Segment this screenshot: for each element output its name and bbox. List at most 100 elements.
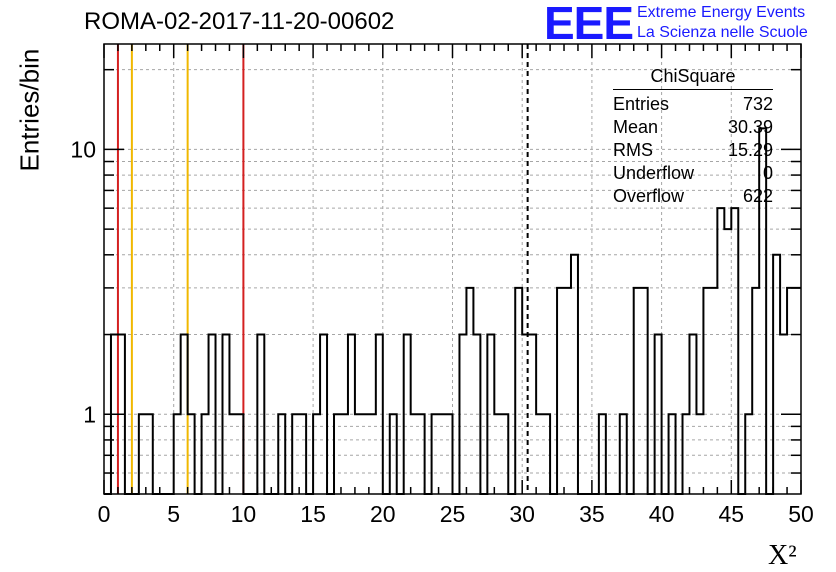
stats-value: 15.29 bbox=[727, 140, 773, 160]
histogram-bin bbox=[515, 288, 522, 494]
chart-title: ROMA-02-2017-11-20-00602 bbox=[84, 8, 395, 35]
histogram-bin bbox=[376, 335, 383, 494]
y-tick-label: 1 bbox=[83, 401, 96, 427]
histogram-bin bbox=[390, 414, 397, 494]
histogram-bin bbox=[404, 335, 411, 494]
stats-value: 622 bbox=[742, 186, 773, 206]
histogram-bin bbox=[299, 414, 306, 494]
histogram-bin bbox=[689, 335, 696, 494]
y-axis-label: Entries/bin bbox=[14, 48, 45, 172]
histogram-bin bbox=[181, 335, 188, 494]
histogram-bin bbox=[501, 414, 508, 494]
histogram-bin bbox=[209, 335, 216, 494]
histogram-bin bbox=[459, 335, 466, 494]
stats-title: ChiSquare bbox=[613, 66, 773, 90]
y-tick-label: 10 bbox=[70, 136, 96, 162]
histogram-bin bbox=[439, 414, 446, 494]
histogram-bin bbox=[418, 414, 425, 494]
x-tick-label: 15 bbox=[300, 501, 326, 527]
histogram-bin bbox=[229, 414, 236, 494]
x-tick-label: 0 bbox=[98, 501, 111, 527]
histogram-bin bbox=[341, 414, 348, 494]
stats-label: Overflow bbox=[613, 186, 685, 206]
histogram-bin bbox=[257, 335, 264, 494]
stats-row: RMS 15.29 bbox=[613, 140, 773, 163]
logo-subtitle-line2: La Scienza nelle Scuole bbox=[637, 24, 808, 41]
stats-box: ChiSquare Entries 732 Mean 30.39 RMS 15.29 … bbox=[613, 66, 773, 209]
histogram-bin bbox=[655, 335, 662, 494]
histogram-bin bbox=[446, 414, 453, 494]
histogram-bin bbox=[355, 414, 362, 494]
stats-label: RMS bbox=[613, 140, 653, 160]
histogram-bin bbox=[292, 414, 299, 494]
histogram-bin bbox=[641, 288, 648, 494]
histogram-series bbox=[104, 127, 801, 495]
histogram-bin bbox=[146, 414, 153, 494]
histogram-bin bbox=[432, 414, 439, 494]
x-tick-label: 35 bbox=[579, 501, 605, 527]
x-axis-label: X² bbox=[768, 540, 797, 571]
histogram-bin bbox=[571, 255, 578, 494]
histogram-bin bbox=[710, 288, 717, 494]
histogram-bin bbox=[634, 288, 641, 494]
histogram-bin bbox=[522, 335, 529, 494]
histogram-bin bbox=[787, 288, 794, 494]
histogram-bin bbox=[188, 414, 195, 494]
stats-row: Overflow 622 bbox=[613, 186, 773, 209]
histogram-bin bbox=[745, 414, 752, 494]
histogram-bin bbox=[494, 414, 501, 494]
histogram-bin bbox=[696, 414, 703, 494]
x-tick-label: 40 bbox=[649, 501, 675, 527]
histogram-bin bbox=[348, 335, 355, 494]
histogram-line bbox=[104, 127, 801, 495]
axis-tick-labels: 0 5 10 15 20 25 30 35 40 45 50 1 10 bbox=[70, 136, 813, 527]
histogram-bin bbox=[717, 208, 724, 494]
histogram-bin bbox=[362, 414, 369, 494]
stats-value: 30.39 bbox=[727, 117, 773, 137]
histogram-bin bbox=[543, 414, 550, 494]
histogram-bin bbox=[369, 414, 376, 494]
histogram-bin bbox=[731, 208, 738, 494]
histogram-bin bbox=[139, 414, 146, 494]
histogram-bin bbox=[411, 414, 418, 494]
histogram-bin bbox=[313, 414, 320, 494]
histogram-bin bbox=[202, 414, 209, 494]
stats-label: Entries bbox=[613, 94, 670, 114]
x-tick-label: 25 bbox=[440, 501, 466, 527]
histogram-bin bbox=[724, 229, 731, 494]
histogram-bin bbox=[669, 414, 676, 494]
stats-row: Underflow 0 bbox=[613, 163, 773, 186]
histogram-bin bbox=[334, 414, 341, 494]
histogram-bin bbox=[557, 288, 564, 494]
x-tick-label: 30 bbox=[509, 501, 535, 527]
histogram-bin bbox=[320, 335, 327, 494]
x-tick-label: 10 bbox=[231, 501, 257, 527]
histogram-bin bbox=[564, 288, 571, 494]
stats-row: Mean 30.39 bbox=[613, 117, 773, 140]
histogram-bin bbox=[473, 335, 480, 494]
eee-logo: EEE bbox=[544, 0, 634, 49]
stats-label: Underflow bbox=[613, 163, 695, 183]
histogram-bin bbox=[752, 288, 759, 494]
histogram-bin bbox=[683, 414, 690, 494]
histogram-bin bbox=[222, 335, 229, 494]
x-tick-label: 45 bbox=[719, 501, 745, 527]
x-tick-label: 5 bbox=[167, 501, 180, 527]
stats-row: Entries 732 bbox=[613, 94, 773, 117]
histogram-bin bbox=[174, 414, 181, 494]
histogram-bin bbox=[773, 255, 780, 494]
histogram-bin bbox=[794, 288, 801, 494]
stats-label: Mean bbox=[613, 117, 659, 137]
histogram-bin bbox=[599, 414, 606, 494]
stats-value: 0 bbox=[762, 163, 773, 183]
histogram-bin bbox=[620, 414, 627, 494]
histogram-bin bbox=[529, 335, 536, 494]
histogram-bin bbox=[466, 288, 473, 494]
histogram-bin bbox=[487, 335, 494, 494]
x-tick-label: 20 bbox=[370, 501, 396, 527]
histogram-bin bbox=[536, 414, 543, 494]
histogram-bin bbox=[236, 414, 243, 494]
logo-subtitle-line1: Extreme Energy Events bbox=[637, 4, 806, 21]
histogram-bin bbox=[703, 288, 710, 494]
